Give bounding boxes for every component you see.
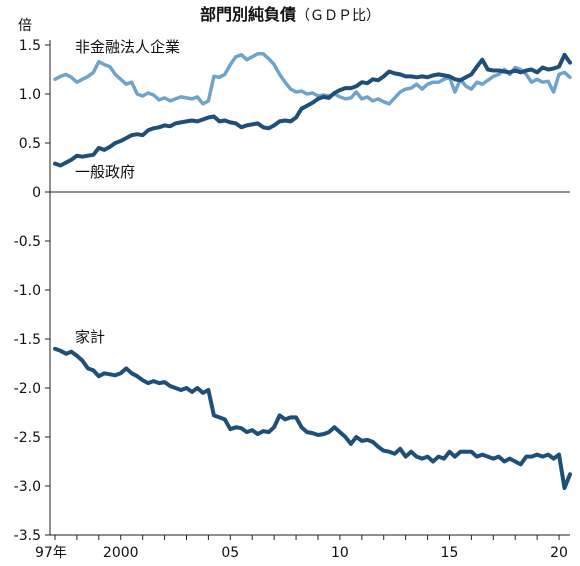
y-tick-label: 0 [32, 185, 41, 201]
series-line-1 [53, 52, 572, 168]
y-tick-label: -2.0 [14, 381, 41, 397]
y-tick-label: 1.5 [19, 38, 41, 54]
series-line-0 [53, 52, 572, 106]
y-tick-label: -1.0 [14, 283, 41, 299]
series-label-households: 家計 [75, 328, 105, 346]
x-tick-label: 2000 [103, 545, 139, 561]
series-label-non-financial-corporations: 非金融法人企業 [75, 38, 180, 56]
series-label-general-government: 一般政府 [75, 163, 135, 181]
y-tick-label: 0.5 [19, 136, 41, 152]
x-tick-label: 97年 [35, 545, 67, 561]
x-tick-label: 15 [441, 545, 459, 561]
x-tick-label: 05 [221, 545, 239, 561]
series-line-2 [53, 346, 572, 490]
chart-title: 部門別純負債（ＧＤＰ比） [200, 5, 380, 24]
y-tick-label: -2.5 [14, 430, 41, 446]
axis-layer [45, 40, 570, 540]
y-tick-label: -1.5 [14, 332, 41, 348]
x-tick-labels: 97年 2000 05 10 15 20 [35, 545, 568, 561]
chart-title-main: 部門別純負債 [200, 5, 296, 24]
x-tick-label: 10 [331, 545, 349, 561]
x-tick-label: 20 [550, 545, 568, 561]
y-tick-label: -0.5 [14, 234, 41, 250]
y-tick-labels: 1.5 1.0 0.5 0 -0.5 -1.0 -1.5 -2.0 -2.5 -3.0 -3.5 [14, 38, 41, 544]
series-layer [53, 52, 572, 490]
y-tick-label: -3.5 [14, 528, 41, 544]
chart-title-suffix: （ＧＤＰ比） [296, 8, 380, 24]
y-tick-label: 1.0 [19, 87, 41, 103]
y-axis-unit-label: 倍 [18, 18, 32, 34]
y-tick-label: -3.0 [14, 479, 41, 495]
